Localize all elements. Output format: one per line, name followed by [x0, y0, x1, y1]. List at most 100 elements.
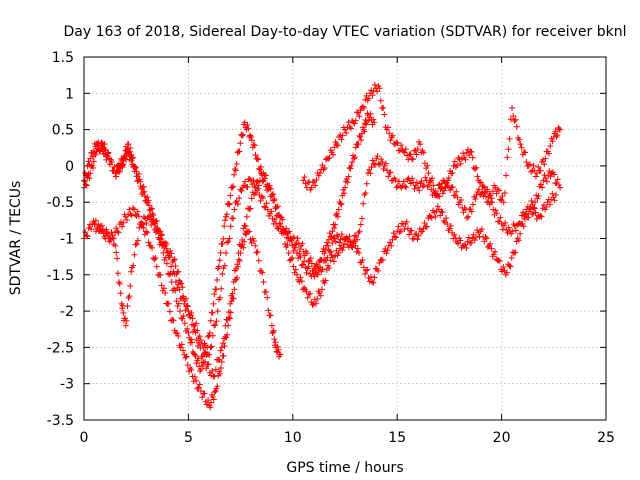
data-point: [319, 266, 326, 273]
data-point: [535, 163, 542, 170]
data-point: [297, 274, 304, 281]
data-point: [424, 162, 431, 169]
data-point: [222, 217, 229, 224]
data-point: [259, 195, 266, 202]
data-point: [183, 295, 190, 302]
data-point: [551, 171, 558, 178]
data-point: [422, 174, 429, 181]
data-point: [468, 240, 475, 247]
data-point: [356, 113, 363, 120]
data-point: [375, 160, 382, 167]
data-point: [430, 182, 437, 189]
data-point: [547, 173, 554, 180]
data-point: [478, 226, 485, 233]
data-point: [264, 294, 271, 301]
data-point: [312, 263, 319, 270]
data-point: [378, 156, 385, 163]
data-point: [246, 228, 253, 235]
data-point: [208, 399, 215, 406]
data-point: [259, 269, 266, 276]
data-point: [86, 175, 93, 182]
data-point: [224, 331, 231, 338]
data-point: [222, 250, 229, 257]
data-point: [179, 315, 186, 322]
data-point: [279, 226, 286, 233]
data-point: [149, 205, 156, 212]
data-point: [217, 347, 224, 354]
y-tick-label: 1.5: [52, 50, 74, 66]
data-point: [91, 220, 98, 227]
data-point: [128, 212, 135, 219]
data-point: [361, 270, 368, 277]
data-point: [109, 234, 116, 241]
data-point: [421, 219, 428, 226]
data-point: [365, 117, 372, 124]
data-point: [388, 242, 395, 249]
data-point: [112, 242, 119, 249]
data-point: [207, 404, 214, 411]
data-point: [350, 238, 357, 245]
data-point: [266, 182, 273, 189]
data-point: [455, 240, 462, 247]
data-point: [145, 239, 152, 246]
data-point: [132, 163, 139, 170]
data-point: [271, 196, 278, 203]
data-point: [214, 383, 221, 390]
data-point: [410, 156, 417, 163]
data-point: [212, 321, 219, 328]
data-point: [104, 230, 111, 237]
data-point: [89, 165, 96, 172]
data-point: [330, 151, 337, 158]
data-point: [513, 123, 520, 130]
data-point: [363, 267, 370, 274]
data-point: [286, 228, 293, 235]
data-point: [460, 150, 467, 157]
data-point: [338, 231, 345, 238]
data-point: [92, 151, 99, 158]
data-point: [487, 192, 494, 199]
data-point: [252, 151, 259, 158]
data-point: [242, 223, 249, 230]
data-point: [337, 200, 344, 207]
data-point: [256, 166, 263, 173]
data-point: [253, 249, 260, 256]
data-point: [244, 183, 251, 190]
data-point: [437, 185, 444, 192]
data-point: [227, 192, 234, 199]
data-point: [339, 132, 346, 139]
data-point: [193, 377, 200, 384]
data-point: [206, 329, 213, 336]
data-point: [90, 158, 97, 165]
data-point: [132, 241, 139, 248]
data-point: [465, 213, 472, 220]
data-point: [537, 167, 544, 174]
data-point: [207, 317, 214, 324]
data-point: [131, 251, 138, 258]
data-point: [413, 151, 420, 158]
data-point: [326, 265, 333, 272]
data-point: [408, 227, 415, 234]
data-point: [171, 256, 178, 263]
data-point: [344, 179, 351, 186]
data-point: [301, 174, 308, 181]
data-point: [509, 228, 516, 235]
data-point: [492, 248, 499, 255]
data-point: [432, 213, 439, 220]
data-point: [371, 274, 378, 281]
data-point: [97, 147, 104, 154]
data-point: [380, 104, 387, 111]
data-point: [239, 132, 246, 139]
data-point: [145, 197, 152, 204]
data-point: [231, 206, 238, 213]
data-point: [274, 224, 281, 231]
data-point: [478, 179, 485, 186]
data-point: [107, 237, 114, 244]
data-point: [535, 192, 542, 199]
data-point: [458, 197, 465, 204]
data-point: [335, 206, 342, 213]
data-point: [432, 187, 439, 194]
data-point: [221, 335, 228, 342]
y-tick-label: -1.5: [47, 268, 74, 284]
data-point: [341, 190, 348, 197]
data-point: [230, 183, 237, 190]
